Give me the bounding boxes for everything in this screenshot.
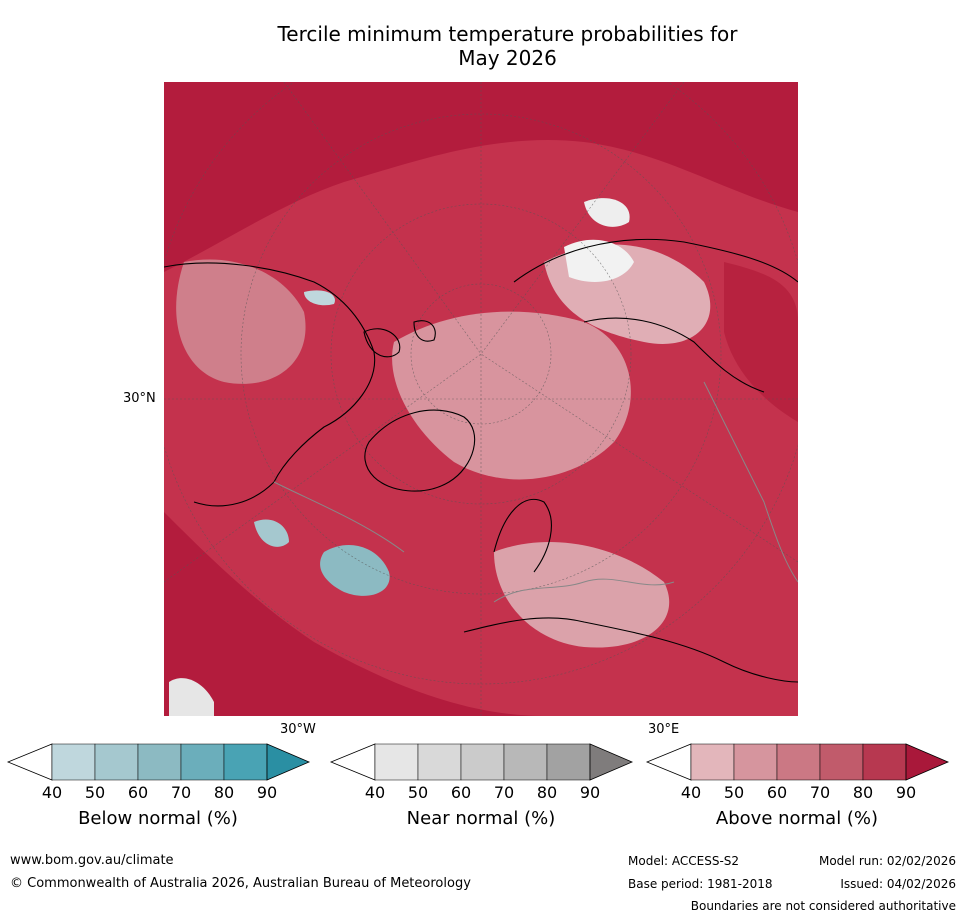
- probability-map: [164, 82, 798, 716]
- coastline-scandinavia: [493, 498, 552, 573]
- lat-label-30n: 30°N: [123, 391, 156, 406]
- colorbar-swatches: [329, 743, 634, 781]
- below-normal-patch-2: [254, 519, 289, 547]
- colorbar-tick: 40: [364, 783, 386, 802]
- coastline-greenland: [364, 409, 476, 492]
- lon-label-30e: 30°E: [648, 722, 680, 737]
- colorbar-swatch: [51, 743, 96, 781]
- above-60-patch-arctic: [392, 311, 631, 480]
- colorbar-tick: 60: [766, 783, 788, 802]
- colorbar-tick: 80: [536, 783, 558, 802]
- colorbar-tick: 70: [170, 783, 192, 802]
- footer-url: www.bom.gov.au/climate: [10, 853, 174, 868]
- colorbar-tick: 50: [723, 783, 745, 802]
- coastlines: [164, 238, 798, 683]
- colorbar-tick: 90: [256, 783, 278, 802]
- near-normal-patch-1: [564, 239, 634, 282]
- colorbar-ticks: 40 50 60 70 80 90: [331, 783, 631, 803]
- colorbar-tick: 80: [213, 783, 235, 802]
- footer-disclaimer: Boundaries are not considered authoritat…: [690, 899, 956, 913]
- colorbar-swatch: [180, 743, 225, 781]
- near-normal-patch-2: [584, 198, 630, 227]
- colorbar-tick: 90: [579, 783, 601, 802]
- colorbar-extend-low: [6, 743, 53, 781]
- colorbar-tick: 50: [407, 783, 429, 802]
- colorbar-near-normal: 40 50 60 70 80 90 Near normal (%): [329, 743, 634, 863]
- above-90-band-north: [164, 82, 798, 272]
- title-line-2: May 2026: [458, 46, 557, 70]
- border-line: [703, 381, 798, 583]
- footer-issued: Issued: 04/02/2026: [840, 877, 956, 891]
- colorbar-ticks: 40 50 60 70 80 90: [8, 783, 308, 803]
- below-normal-patch-3: [304, 290, 335, 306]
- colorbar-swatch: [503, 743, 548, 781]
- colorbar-ticks: 40 50 60 70 80 90: [647, 783, 947, 803]
- colorbar-label: Below normal (%): [78, 808, 238, 829]
- colorbar-extend-high: [905, 743, 950, 781]
- colorbar-tick: 40: [680, 783, 702, 802]
- border-line: [493, 578, 675, 603]
- above-60-patch-west: [176, 259, 306, 384]
- colorbar-swatch: [690, 743, 735, 781]
- graticule-meridian: [164, 353, 482, 583]
- coastline-siberia: [583, 317, 765, 393]
- colorbar-swatch: [546, 743, 591, 781]
- colorbar-swatch: [733, 743, 778, 781]
- border-line: [273, 481, 405, 553]
- near-normal-patch-3: [169, 678, 214, 716]
- colorbar-swatch: [417, 743, 462, 781]
- graticule-meridian: [480, 353, 798, 563]
- colorbar-extend-low: [645, 743, 692, 781]
- colorbar-swatch: [460, 743, 505, 781]
- footer-model: Model: ACCESS-S2: [628, 854, 740, 868]
- colorbar-tick: 60: [450, 783, 472, 802]
- colorbar-above-normal: 40 50 60 70 80 90 Above normal (%): [645, 743, 950, 863]
- colorbar-tick: 60: [127, 783, 149, 802]
- map-title: Tercile minimum temperature probabilitie…: [160, 22, 855, 70]
- lon-label-30w: 30°W: [280, 722, 316, 737]
- colorbar-label: Above normal (%): [715, 808, 879, 829]
- title-line-1: Tercile minimum temperature probabilitie…: [277, 22, 738, 46]
- coastline-europe: [463, 617, 798, 683]
- above-50-patch-europe: [494, 542, 670, 648]
- above-90-band-east: [724, 262, 798, 422]
- graticule-meridian: [480, 82, 685, 355]
- colorbar-extend-high: [266, 743, 311, 781]
- footer-base-period: Base period: 1981-2018: [628, 877, 773, 891]
- colorbar-tick: 70: [809, 783, 831, 802]
- colorbar-tick: 80: [852, 783, 874, 802]
- borders: [273, 381, 798, 603]
- colorbar-swatch: [137, 743, 182, 781]
- colorbar-swatch: [819, 743, 864, 781]
- colorbar-tick: 50: [84, 783, 106, 802]
- colorbar-extend-low: [329, 743, 376, 781]
- colorbar-below-normal: 40 50 60 70 80 90 Below normal (%): [6, 743, 311, 863]
- coastline-arctic-islands: [363, 320, 436, 358]
- colorbar-swatch: [94, 743, 139, 781]
- graticule-circle: [330, 203, 632, 505]
- colorbar-extend-high: [589, 743, 634, 781]
- colorbar-swatches: [645, 743, 950, 781]
- graticule: [164, 82, 798, 716]
- colorbar-tick: 70: [493, 783, 515, 802]
- below-normal-patch-1: [320, 544, 390, 596]
- footer-copyright: © Commonwealth of Australia 2026, Austra…: [10, 876, 471, 891]
- colorbar-swatch: [862, 743, 907, 781]
- colorbar-tick: 40: [41, 783, 63, 802]
- coastline-asia: [513, 238, 798, 283]
- colorbar-label: Near normal (%): [406, 808, 556, 829]
- colorbar-swatch: [776, 743, 821, 781]
- colorbar-tick: 90: [895, 783, 917, 802]
- coastline-north-america: [164, 262, 376, 507]
- footer-model-run: Model run: 02/02/2026: [818, 854, 956, 868]
- above-90-band-south: [164, 512, 544, 716]
- colorbar-swatch: [223, 743, 268, 781]
- colorbar-swatches: [6, 743, 311, 781]
- colorbar-swatch: [374, 743, 419, 781]
